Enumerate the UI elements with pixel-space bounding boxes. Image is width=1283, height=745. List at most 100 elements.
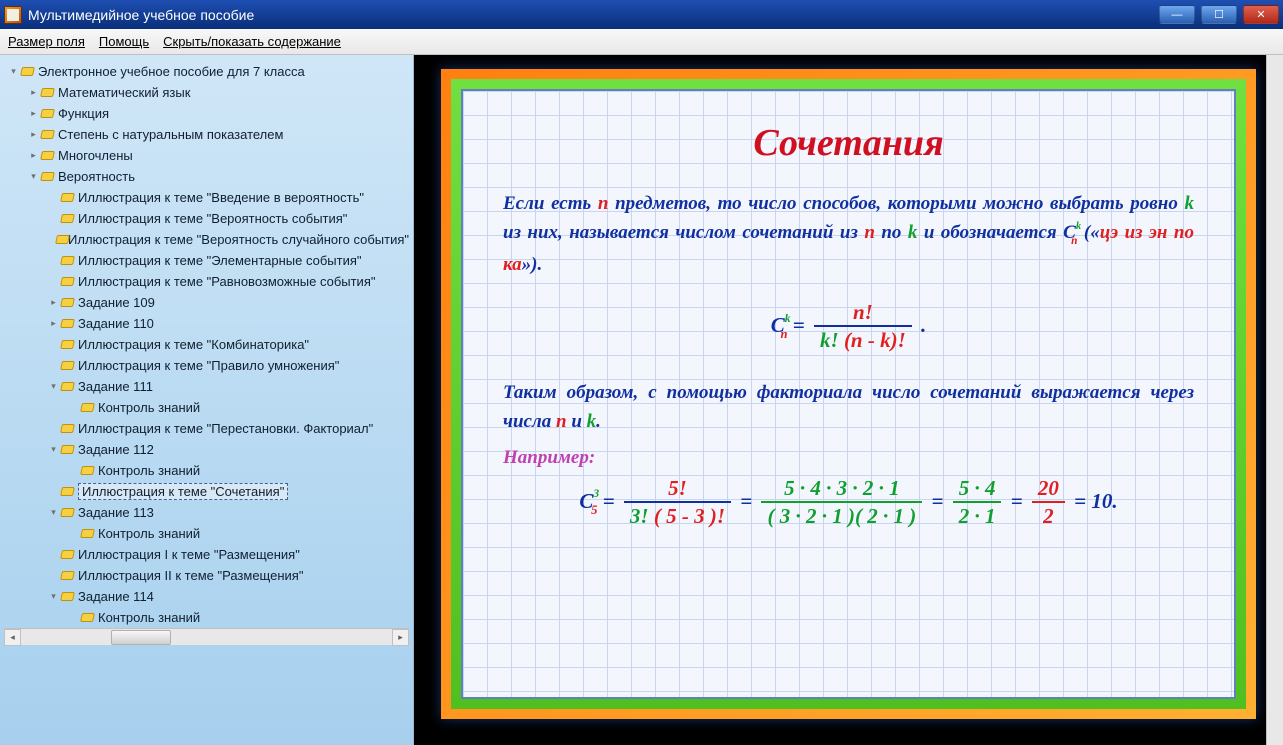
tree-item[interactable]: Иллюстрация к теме "Правило умножения"	[4, 355, 409, 376]
book-icon	[61, 591, 74, 602]
equals: =	[1011, 488, 1028, 512]
tree-item[interactable]: Контроль знаний	[4, 523, 409, 544]
text: »).	[522, 254, 543, 275]
tree-panel[interactable]: ▾Электронное учебное пособие для 7 класс…	[0, 55, 414, 745]
tree-item[interactable]: Иллюстрация I к теме "Размещения"	[4, 544, 409, 565]
tree-item-label: Иллюстрация II к теме "Размещения"	[78, 568, 303, 583]
toggle-placeholder	[48, 192, 59, 203]
tree-item[interactable]: Иллюстрация к теме "Сочетания"	[4, 481, 409, 502]
fraction-1: 5!3! ( 5 - 3 )!	[624, 477, 731, 529]
fraction: n!k! (n - k)!	[814, 301, 912, 353]
tree-item[interactable]: Иллюстрация к теме "Элементарные события…	[4, 250, 409, 271]
tree-item[interactable]: ▸ Задание 110	[4, 313, 409, 334]
menu-field-size[interactable]: Размер поля	[8, 34, 85, 49]
var-n: n	[598, 193, 609, 214]
text: из них, называется числом сочетаний из	[503, 222, 864, 243]
tree-item[interactable]: ▾Вероятность	[4, 166, 409, 187]
scroll-left-icon[interactable]: ◂	[4, 629, 21, 646]
tree-item-label: Степень с натуральным показателем	[58, 127, 283, 142]
equals: =	[740, 488, 757, 512]
collapse-icon[interactable]: ▾	[8, 66, 19, 77]
book-icon	[61, 570, 74, 581]
collapse-icon[interactable]: ▾	[48, 444, 59, 455]
tree-item-label: Иллюстрация к теме "Вероятность случайно…	[68, 232, 409, 247]
expand-icon[interactable]: ▸	[48, 318, 59, 329]
toggle-placeholder	[68, 528, 79, 539]
book-icon	[61, 423, 74, 434]
tree-item[interactable]: ▸Многочлены	[4, 145, 409, 166]
tree-item-label: Иллюстрация к теме "Равновозможные событ…	[78, 274, 375, 289]
collapse-icon[interactable]: ▾	[48, 591, 59, 602]
tree-item-label: Иллюстрация к теме "Сочетания"	[78, 483, 288, 500]
book-icon	[81, 612, 94, 623]
tree-item[interactable]: ▸Математический язык	[4, 82, 409, 103]
tree-item[interactable]: ▾Задание 114	[4, 586, 409, 607]
tree-item-label: Иллюстрация к теме "Вероятность события"	[78, 211, 347, 226]
text: Таким образом, с помощью факториала числ…	[503, 382, 1194, 432]
menu-toggle-toc[interactable]: Скрыть/показать содержание	[163, 34, 341, 49]
tree-item[interactable]: Иллюстрация к теме "Введение в вероятнос…	[4, 187, 409, 208]
tree-item[interactable]: ▾ Задание 112	[4, 439, 409, 460]
expand-icon[interactable]: ▸	[28, 150, 39, 161]
tree-item-label: Задание 111	[78, 379, 153, 394]
vertical-scrollbar[interactable]	[1266, 55, 1283, 745]
denominator: 3! ( 5 - 3 )!	[624, 503, 731, 529]
maximize-button[interactable]: ☐	[1201, 5, 1237, 24]
expand-icon[interactable]: ▸	[48, 297, 59, 308]
menu-help[interactable]: Помощь	[99, 34, 149, 49]
tree-item[interactable]: Иллюстрация к теме "Перестановки. Фактор…	[4, 418, 409, 439]
toggle-placeholder	[48, 213, 59, 224]
tree-item-label: Задание 110	[78, 316, 154, 331]
tree-item-label: Контроль знаний	[98, 400, 200, 415]
tree-item[interactable]: ▸ Степень с натуральным показателем	[4, 124, 409, 145]
tree-item[interactable]: ▾ Задание 111	[4, 376, 409, 397]
tree-item-label: Иллюстрация к теме "Введение в вероятнос…	[78, 190, 364, 205]
tree-item[interactable]: ▾Задание 113	[4, 502, 409, 523]
book-icon	[81, 528, 94, 539]
scroll-thumb[interactable]	[111, 630, 171, 645]
equals: =	[603, 488, 620, 512]
book-icon	[61, 549, 74, 560]
book-icon	[41, 129, 54, 140]
text: по	[875, 222, 908, 243]
denominator: k! (n - k)!	[814, 327, 912, 353]
tree-item[interactable]: ▸Задание 109	[4, 292, 409, 313]
tree-item[interactable]: Иллюстрация к теме "Вероятность случайно…	[4, 229, 409, 250]
tree-item[interactable]: Иллюстрация к теме "Равновозможные событ…	[4, 271, 409, 292]
period: .	[1112, 488, 1117, 512]
minimize-button[interactable]: —	[1159, 5, 1195, 24]
expand-icon[interactable]: ▸	[28, 129, 39, 140]
numerator: n!	[814, 301, 912, 327]
horizontal-scrollbar[interactable]: ◂ ▸	[4, 628, 409, 645]
tree-item[interactable]: Иллюстрация к теме "Комбинаторика"	[4, 334, 409, 355]
text: Если есть	[503, 193, 598, 214]
tree-item[interactable]: Иллюстрация к теме "Вероятность события"	[4, 208, 409, 229]
tree-item-label: Функция	[58, 106, 109, 121]
collapse-icon[interactable]: ▾	[28, 171, 39, 182]
tree-item[interactable]: Контроль знаний	[4, 397, 409, 418]
tree-item[interactable]: ▸ Функция	[4, 103, 409, 124]
tree-item[interactable]: Контроль знаний	[4, 460, 409, 481]
sub-n: n	[781, 327, 788, 341]
formula-main: Сkn = n!k! (n - k)! .	[503, 301, 1194, 353]
toggle-placeholder	[48, 570, 59, 581]
expand-icon[interactable]: ▸	[28, 108, 39, 119]
text: .	[596, 411, 601, 432]
collapse-icon[interactable]: ▾	[48, 507, 59, 518]
tree-item[interactable]: ▾Электронное учебное пособие для 7 класс…	[4, 61, 409, 82]
content-area: Сочетания Если есть n предметов, то числ…	[414, 55, 1283, 745]
numerator: 5 · 4 · 3 · 2 · 1	[761, 477, 922, 503]
scroll-right-icon[interactable]: ▸	[392, 629, 409, 646]
close-button[interactable]: ✕	[1243, 5, 1279, 24]
slide-paper: Сочетания Если есть n предметов, то числ…	[461, 89, 1236, 699]
tree-item[interactable]: Иллюстрация II к теме "Размещения"	[4, 565, 409, 586]
tree-item[interactable]: Контроль знаний	[4, 607, 409, 628]
tree-item-label: Задание 112	[78, 442, 154, 457]
toggle-placeholder	[68, 402, 79, 413]
sup-k: k	[1076, 221, 1081, 232]
collapse-icon[interactable]: ▾	[48, 381, 59, 392]
book-icon	[41, 87, 54, 98]
book-icon	[21, 66, 34, 77]
book-icon	[61, 276, 74, 287]
expand-icon[interactable]: ▸	[28, 87, 39, 98]
